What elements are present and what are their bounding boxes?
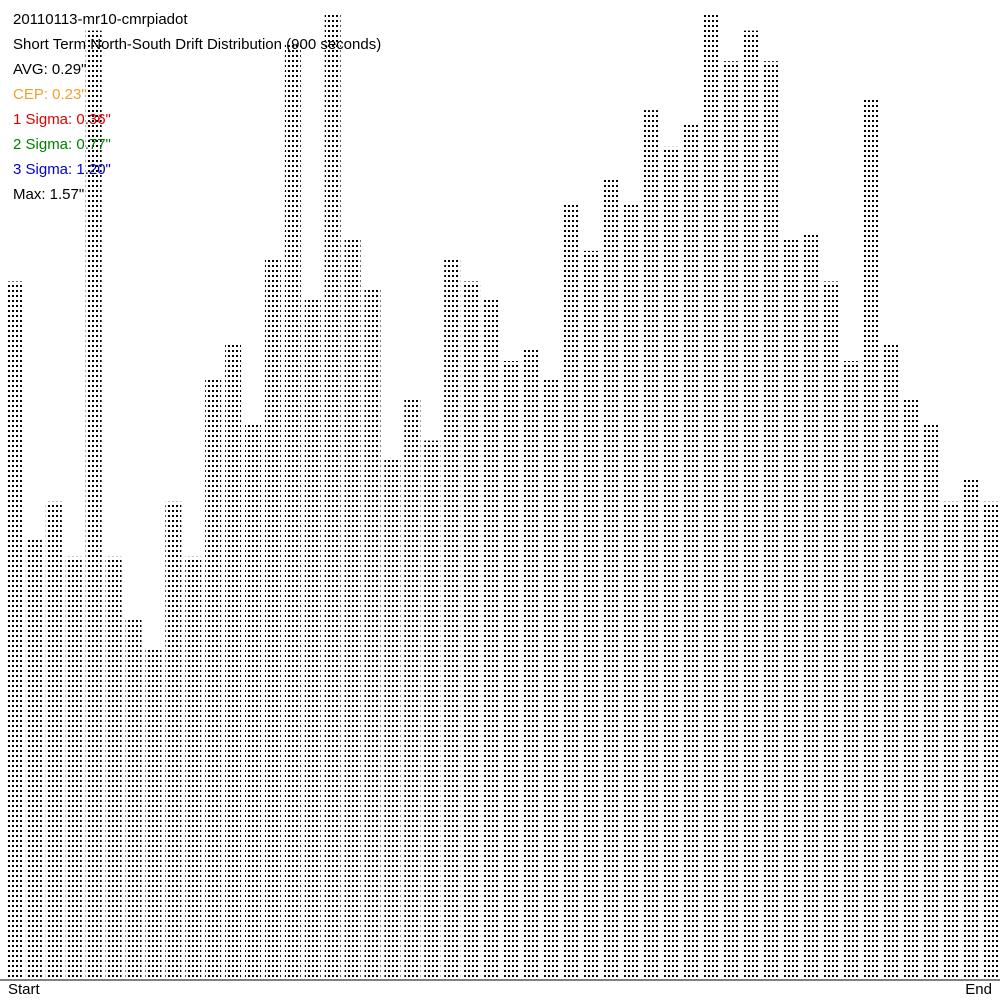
dot-column [723,61,740,979]
dot-column [782,238,799,980]
dot-column [225,342,242,979]
dot-column [384,458,401,979]
dot-column [902,397,919,979]
dot-column [523,348,540,979]
dot-column [245,422,261,980]
dot-column [743,30,759,979]
dot-column [464,281,481,979]
dot-column [882,342,899,979]
stat-line: Max: 1.57" [13,186,84,203]
stat-line: 2 Sigma: 0.77" [13,136,111,153]
dot-column [583,250,600,979]
dot-column [125,617,142,979]
dot-column [105,556,122,979]
dot-column [962,477,979,979]
dot-column [683,122,700,979]
dot-column [703,12,720,980]
dot-column [922,422,939,980]
x-start-label: Start [8,981,41,998]
dot-column [802,232,819,979]
dot-column [643,110,660,979]
dot-column [45,501,62,979]
chart-title: 20110113-mr10-cmrpiadot [13,11,188,28]
dot-column [25,538,42,979]
dot-column [762,61,779,979]
dot-column [185,556,202,979]
dot-column [623,201,640,979]
stat-line: CEP: 0.23" [13,86,87,103]
dot-column [344,238,361,980]
stat-line: 3 Sigma: 1.20" [13,161,111,178]
dot-column [145,648,162,979]
dot-column [205,379,222,979]
dot-column [603,177,620,980]
dot-column [543,379,560,979]
dot-column [5,281,22,979]
dot-column [364,287,381,979]
x-end-label: End [965,981,992,998]
dot-column [942,501,959,979]
dot-column [424,440,441,979]
dot-column [165,501,182,979]
dot-column [982,501,999,979]
stat-line: 1 Sigma: 0.36" [13,111,111,128]
dot-column [304,299,321,980]
dot-column [444,256,461,979]
dot-column [822,281,839,979]
dot-column [862,97,879,979]
dot-column [563,201,580,979]
dot-column [663,146,680,980]
dot-column [85,30,102,979]
dot-column [264,256,281,979]
dot-column [503,361,520,980]
chart-subtitle: Short Term North-South Drift Distributio… [13,36,381,53]
dot-column [284,42,301,980]
dot-column [404,397,421,979]
dot-column [65,556,82,979]
stat-line: AVG: 0.29" [13,61,86,78]
dot-column [842,361,859,980]
dot-column [324,12,341,980]
dot-column [484,299,501,980]
